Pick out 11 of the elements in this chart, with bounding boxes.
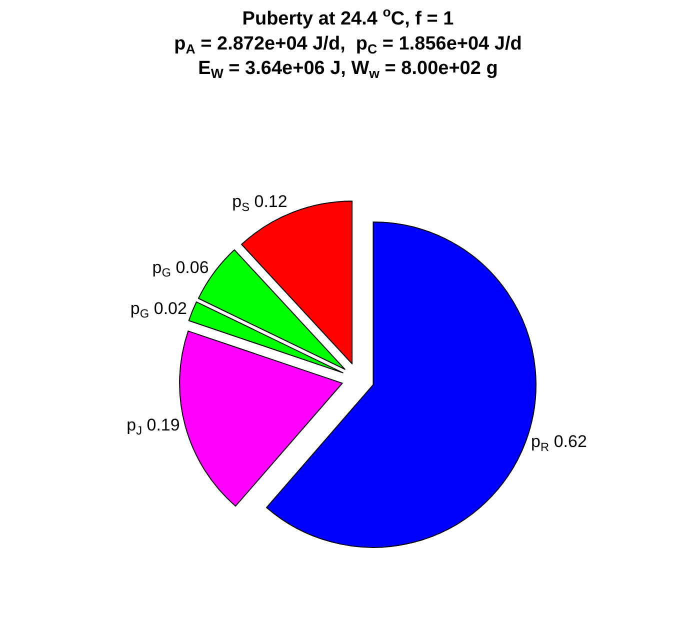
data-label: 0.06 — [176, 258, 209, 277]
slice-label: p$_{J}$ — [126, 416, 142, 438]
slice-label: p$_{S}$ — [232, 192, 250, 214]
data-label: 0.12 — [254, 192, 288, 212]
data-label: 0.02 — [154, 298, 187, 318]
data-label: 0.19 — [146, 416, 180, 435]
slice-label: p$_{G}$ — [130, 298, 150, 320]
data-label: 0.62 — [554, 432, 587, 452]
slice-label: p$_{R}$ — [531, 432, 550, 454]
chart-title: Puberty at 24.4 $^{o}$C, f = 1 p$_{A}$ = 2.872e+04 J/d, p$_{C}$ = 1.856e+04 J/d E$_{W}$ = 3.64e+06 J, W$_{w}$ = 8.00e+02 g — [174, 4, 522, 82]
slice-label: p$_{G}$ — [152, 258, 171, 280]
